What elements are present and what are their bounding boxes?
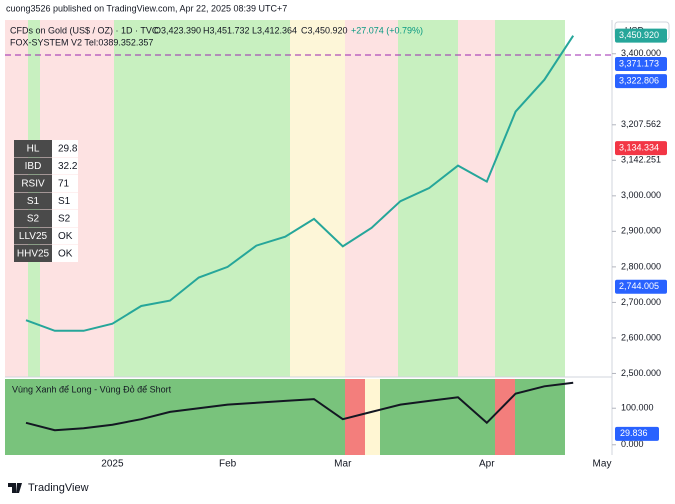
- table-key: HHV25: [17, 249, 50, 260]
- y-tick-label: 2,800.000: [621, 261, 661, 271]
- high: H3,451.732: [203, 25, 250, 35]
- table-key: RSIV: [21, 179, 45, 190]
- open: O3,423.390: [154, 25, 201, 35]
- y-tick-label: 2,900.000: [621, 226, 661, 236]
- osc-zone: [365, 379, 380, 455]
- table-cell: [14, 227, 52, 245]
- table-cell: [52, 140, 78, 157]
- x-tick-label: Mar: [334, 459, 352, 470]
- table-cell: [14, 140, 52, 157]
- zone: [458, 20, 495, 377]
- table-value: 71: [58, 179, 70, 190]
- table-value: S2: [58, 214, 71, 225]
- osc-zone: [495, 379, 515, 455]
- table-value: OK: [58, 231, 73, 242]
- table-cell: [52, 175, 78, 192]
- osc-zone: [5, 379, 345, 455]
- table-cell: [52, 245, 78, 262]
- low: L3,412.364: [252, 25, 297, 35]
- table-cell: [52, 227, 78, 245]
- zone: [290, 20, 345, 377]
- table-cell: [52, 192, 78, 210]
- zone: [345, 20, 398, 377]
- x-tick-label: Feb: [219, 459, 237, 470]
- tv-logo: [8, 483, 22, 493]
- x-tick-label: Apr: [479, 459, 495, 470]
- y-tick-label: 2,500.000: [621, 368, 661, 378]
- price-tag-label: 3,134.334: [619, 142, 659, 152]
- x-tick-label: 2025: [101, 459, 124, 470]
- x-tick-label: May: [593, 459, 612, 470]
- table-value: OK: [58, 249, 73, 260]
- y-tick-label: 0.000: [621, 439, 644, 449]
- table-cell: [52, 157, 78, 175]
- table-key: S1: [27, 196, 40, 207]
- last-tag-label: 29.836: [620, 428, 648, 438]
- y-tick-label: 3,142.251: [621, 155, 661, 165]
- price-tag-label: 2,744.005: [619, 281, 659, 291]
- published: cuong3526 published on TradingView.com, …: [6, 3, 287, 13]
- table-cell: [52, 210, 78, 227]
- table-cell: [14, 157, 52, 175]
- price-tag: [615, 28, 667, 43]
- price-tag: [615, 141, 667, 156]
- table-cell: [14, 245, 52, 262]
- last-tag: [615, 426, 659, 441]
- y-tick-label: 3,207.562: [621, 119, 661, 129]
- table-cell: [14, 192, 52, 210]
- price-tag-label: 3,322.806: [619, 76, 659, 86]
- zone: [114, 20, 290, 377]
- table-cell: [14, 210, 52, 227]
- y-tick-label: 2,600.000: [621, 332, 661, 342]
- price-tag-label: 3,450.920: [619, 30, 659, 40]
- close: C3,450.920: [301, 25, 348, 35]
- table-key: IBD: [25, 161, 42, 172]
- osc-zone: [515, 379, 565, 455]
- table-key: LLV25: [19, 231, 48, 242]
- pane-title: Vùng Xanh để Long - Vùng Đỏ để Short: [12, 384, 172, 394]
- table-cell: [14, 175, 52, 192]
- y-tick-label: 2,700.000: [621, 297, 661, 307]
- y-tick-label: 100.000: [621, 403, 654, 413]
- series-line: [25, 35, 575, 332]
- price-tag-label: 3,371.173: [619, 58, 659, 68]
- change: +27.074 (+0.79%): [351, 25, 423, 35]
- table-value: 29.8: [58, 144, 78, 155]
- price-tag: [615, 74, 667, 89]
- table-value: 32.2: [58, 161, 78, 172]
- footer: TradingView: [28, 482, 89, 494]
- osc-zone: [380, 379, 495, 455]
- zone: [495, 20, 565, 377]
- price-tag: [615, 279, 667, 294]
- y-tick-label: 3,400.000: [621, 48, 661, 58]
- y-tick-label: 3,000.000: [621, 190, 661, 200]
- price-tag: [615, 56, 667, 71]
- indicator-name: FOX-SYSTEM V2 Tel:0389.352.357: [10, 37, 153, 47]
- table-value: S1: [58, 196, 71, 207]
- symbol: CFDs on Gold (US$ / OZ) · 1D · TVC: [10, 25, 159, 35]
- series-line: [25, 381, 574, 432]
- table-key: S2: [27, 214, 40, 225]
- table-key: HL: [27, 144, 40, 155]
